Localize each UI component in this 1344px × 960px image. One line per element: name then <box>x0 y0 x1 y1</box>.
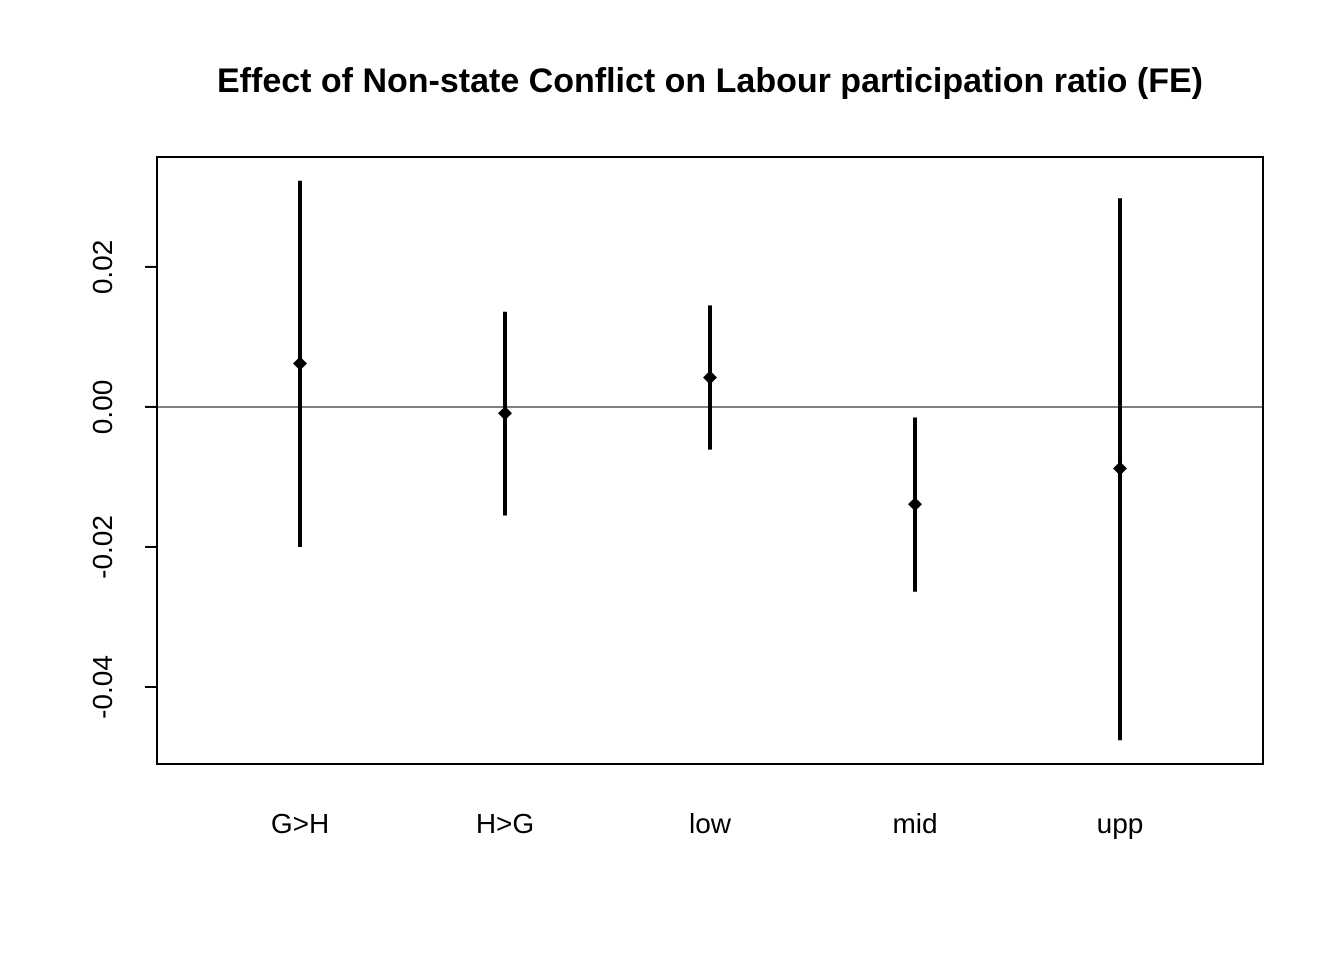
point-estimate-marker <box>908 497 922 512</box>
x-category-label: low <box>689 808 732 839</box>
point-estimate-marker <box>293 356 307 371</box>
marks-layer <box>293 180 1127 741</box>
point-estimate-marker <box>703 370 717 385</box>
point-estimate-marker <box>498 406 512 421</box>
y-tick-label: -0.02 <box>87 515 118 579</box>
y-tick-label: -0.04 <box>87 655 118 719</box>
x-category-label: G>H <box>271 808 329 839</box>
point-estimate-marker <box>1113 461 1127 476</box>
plot-frame <box>156 156 1264 765</box>
x-axis: G>H H>G low mid upp <box>271 808 1144 839</box>
chart-title: Effect of Non-state Conflict on Labour p… <box>217 62 1203 100</box>
x-category-label: upp <box>1097 808 1144 839</box>
y-axis: -0.04 -0.02 0.00 0.02 <box>87 240 157 719</box>
x-category-label: mid <box>892 808 937 839</box>
x-category-label: H>G <box>476 808 534 839</box>
y-tick-label: 0.02 <box>87 240 118 295</box>
y-tick-label: 0.00 <box>87 380 118 435</box>
